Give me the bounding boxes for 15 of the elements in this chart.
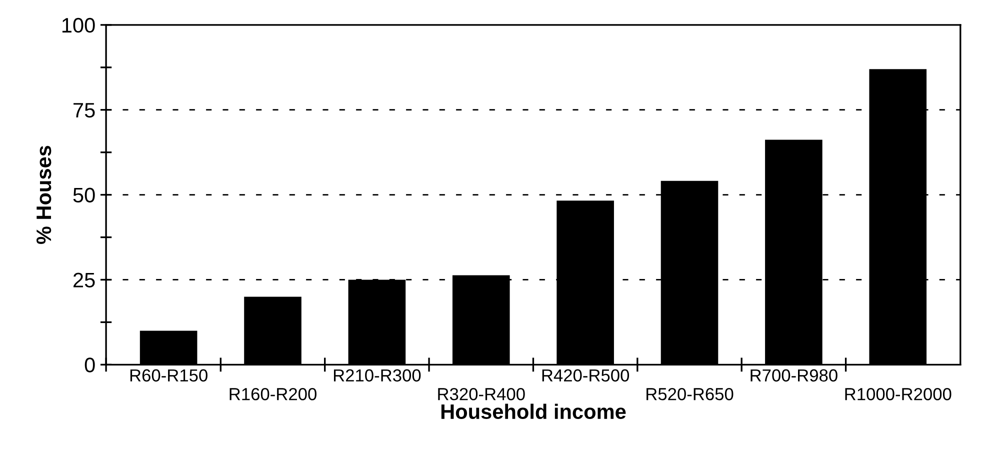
y-axis-title: % Houses [36,146,52,244]
x-tick-label: R520-R650 [646,388,734,400]
x-tick-label: R210-R300 [334,369,421,382]
x-tick-label: R420-R500 [542,369,630,382]
x-tick-label: R700-R980 [750,369,838,382]
x-axis-title: Household income [441,404,626,420]
x-tick-label: R160-R200 [230,388,316,400]
y-tick-label: 75 [74,103,95,118]
x-tick-label: R60-R150 [130,369,208,382]
x-tick-label: R320-R400 [438,388,525,400]
y-tick-label: 50 [73,188,95,203]
y-tick-label: 100 [62,18,95,33]
y-tick-label: 25 [74,272,95,288]
y-tick-label: 0 [84,358,95,372]
x-tick-label: R1000-R2000 [845,388,952,400]
